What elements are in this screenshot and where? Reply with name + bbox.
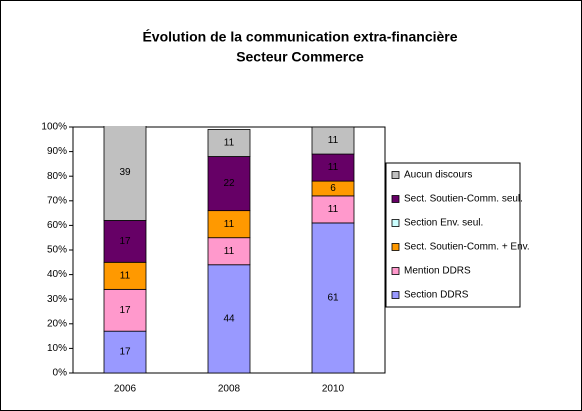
x-tick-label: 2010 (322, 384, 345, 395)
bar-segment (311, 195, 355, 224)
bar-segment (207, 237, 251, 266)
data-label: 17 (119, 236, 131, 247)
y-tick-label: 40% (47, 269, 67, 280)
x-tick-label: 2006 (114, 384, 137, 395)
legend-swatch (391, 243, 400, 251)
data-label: 11 (224, 246, 235, 257)
y-tick-label: 10% (47, 343, 67, 354)
y-tick-label: 100% (41, 122, 67, 133)
y-tick-label: 0% (53, 368, 68, 379)
legend-label: Mention DDRS (404, 266, 471, 277)
legend-swatch (391, 267, 400, 275)
y-tick-label: 80% (47, 171, 67, 182)
data-label: 61 (327, 293, 339, 304)
legend-swatch (391, 219, 400, 227)
bar-segment (103, 330, 147, 374)
legend-label: Aucun discours (404, 170, 472, 181)
bar-segment (103, 288, 147, 332)
bar-segment (207, 129, 251, 157)
bar-segment (207, 156, 251, 212)
bar-segment (103, 126, 147, 221)
data-label: 11 (224, 219, 235, 230)
x-tick-label: 2008 (218, 384, 241, 395)
legend-label: Section DDRS (404, 290, 469, 301)
chart-title: Évolution de la communication extra-fina… (142, 29, 457, 45)
y-tick-label: 20% (47, 318, 67, 329)
y-tick-label: 90% (47, 146, 67, 157)
legend-swatch (391, 195, 400, 203)
bar-segment (311, 222, 355, 374)
bars (103, 126, 355, 374)
y-tick-label: 60% (47, 220, 67, 231)
bar-segment (207, 210, 251, 239)
chart-subtitle: Secteur Commerce (236, 49, 364, 65)
data-label: 11 (224, 138, 235, 149)
legend-swatch (391, 171, 400, 179)
legend-label: Section Env. seul. (404, 218, 483, 229)
legend-box (385, 162, 521, 308)
data-label: 11 (120, 270, 131, 281)
data-label: 11 (328, 204, 339, 215)
data-label: 39 (119, 167, 131, 178)
data-label: 17 (119, 305, 131, 316)
bar-segment (103, 261, 147, 290)
bar-segment (311, 153, 355, 182)
legend-swatch (391, 291, 400, 299)
data-label: 22 (223, 178, 235, 189)
data-label: 6 (330, 183, 336, 194)
y-tick-label: 70% (47, 195, 67, 206)
legend-label: Sect. Soutien-Comm. seul. (404, 194, 523, 205)
y-tick-label: 30% (47, 294, 67, 305)
data-label: 17 (119, 347, 131, 358)
data-label: 11 (328, 135, 339, 146)
data-label: 44 (223, 314, 235, 325)
data-label: 11 (328, 162, 339, 173)
legend-label: Sect. Soutien-Comm. + Env. (404, 242, 530, 253)
bar-segment (311, 126, 355, 155)
y-tick-label: 50% (47, 245, 67, 256)
